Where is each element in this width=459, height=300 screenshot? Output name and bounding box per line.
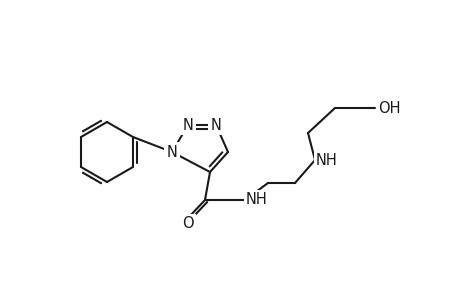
Text: NH: NH	[246, 193, 267, 208]
Text: NH: NH	[315, 152, 337, 167]
Text: N: N	[182, 118, 193, 133]
Text: O: O	[182, 217, 193, 232]
Text: N: N	[210, 118, 221, 133]
Text: N: N	[166, 145, 177, 160]
Text: OH: OH	[377, 100, 399, 116]
